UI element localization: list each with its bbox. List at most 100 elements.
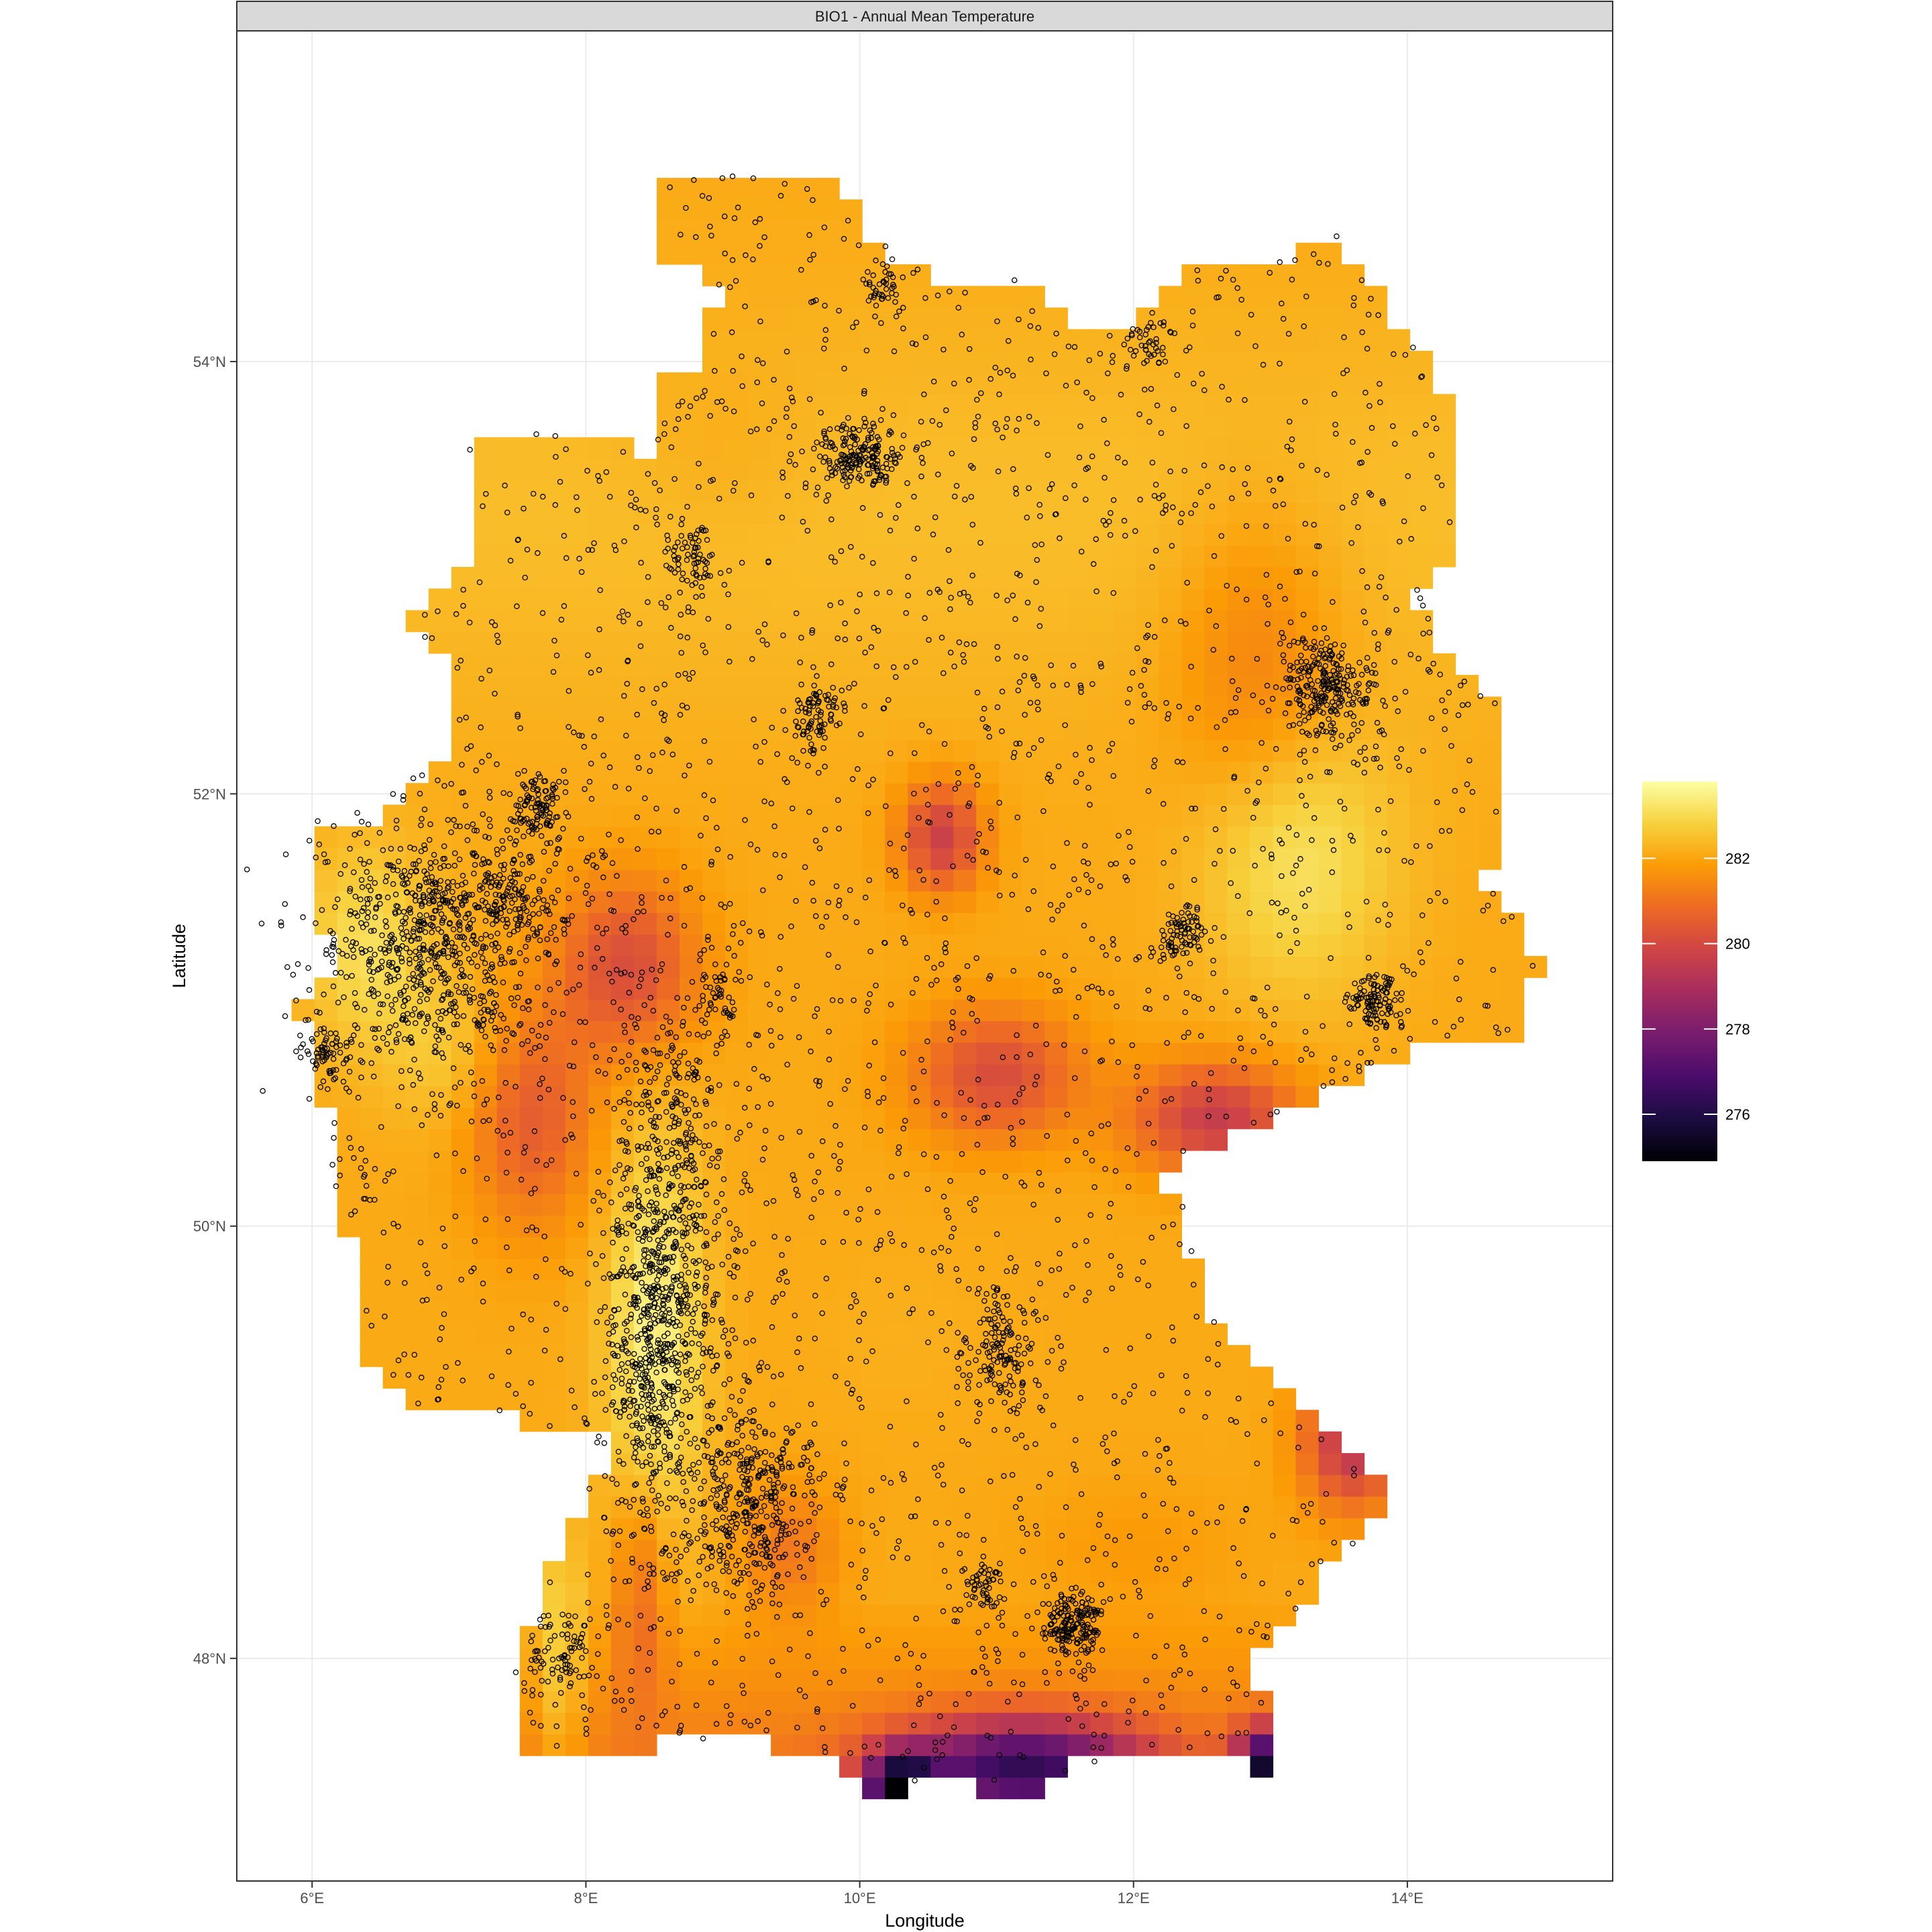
- raster-cell: [725, 1712, 749, 1735]
- raster-cell: [1273, 718, 1297, 741]
- raster-cell: [794, 1690, 817, 1713]
- raster-cell: [1022, 1453, 1045, 1475]
- raster-cell: [1159, 1431, 1182, 1454]
- raster-cell: [1364, 804, 1388, 827]
- raster-cell: [1044, 631, 1068, 654]
- raster-cell: [588, 675, 612, 697]
- raster-cell: [337, 977, 361, 1000]
- raster-cell: [862, 567, 885, 589]
- raster-cell: [725, 1669, 749, 1691]
- raster-cell: [816, 1733, 840, 1756]
- raster-cell: [702, 1323, 726, 1346]
- raster-cell: [885, 1431, 908, 1454]
- raster-cell: [1159, 1258, 1182, 1281]
- raster-cell: [474, 1107, 498, 1130]
- raster-cell: [999, 1280, 1022, 1303]
- raster-cell: [1295, 1582, 1320, 1605]
- raster-cell: [1159, 1215, 1182, 1238]
- raster-cell: [885, 891, 908, 914]
- raster-cell: [839, 1280, 863, 1303]
- raster-cell: [816, 1431, 840, 1454]
- raster-cell: [428, 1215, 452, 1238]
- raster-cell: [771, 221, 794, 244]
- raster-cell: [1409, 523, 1434, 546]
- raster-cell: [1273, 826, 1297, 849]
- raster-cell: [702, 1625, 726, 1648]
- raster-cell: [794, 1561, 817, 1583]
- raster-cell: [542, 1301, 566, 1324]
- raster-cell: [862, 1366, 885, 1389]
- raster-cell: [1295, 761, 1320, 784]
- raster-cell: [839, 1517, 863, 1540]
- raster-cell: [588, 912, 612, 935]
- raster-cell: [794, 912, 817, 935]
- raster-cell: [725, 437, 749, 460]
- raster-cell: [1136, 1280, 1159, 1303]
- raster-cell: [999, 1582, 1022, 1605]
- raster-cell: [496, 1366, 521, 1389]
- raster-cell: [633, 1042, 657, 1065]
- raster-cell: [908, 307, 931, 330]
- raster-cell: [771, 1712, 794, 1735]
- raster-cell: [428, 869, 452, 892]
- raster-cell: [1113, 1064, 1136, 1086]
- raster-cell: [1113, 394, 1136, 417]
- raster-cell: [1044, 458, 1068, 481]
- raster-cell: [1067, 804, 1091, 827]
- raster-cell: [1204, 826, 1228, 849]
- raster-cell: [1341, 783, 1365, 805]
- raster-cell: [862, 869, 885, 892]
- raster-cell: [1295, 264, 1320, 286]
- raster-cell: [885, 1215, 908, 1238]
- raster-cell: [633, 912, 657, 935]
- raster-cell: [976, 1712, 1000, 1735]
- raster-cell: [1318, 545, 1342, 568]
- raster-cell: [908, 1517, 931, 1540]
- raster-cell: [748, 394, 771, 417]
- raster-cell: [1159, 307, 1182, 330]
- raster-cell: [1227, 1648, 1251, 1670]
- raster-cell: [771, 912, 794, 935]
- raster-cell: [1181, 718, 1205, 741]
- raster-cell: [1341, 264, 1365, 286]
- raster-cell: [1318, 826, 1342, 849]
- raster-cell: [976, 1453, 1000, 1475]
- raster-cell: [725, 1323, 749, 1346]
- raster-cell: [360, 1020, 384, 1043]
- raster-cell: [1090, 1085, 1114, 1108]
- raster-cell: [337, 912, 361, 935]
- raster-cell: [976, 1474, 1000, 1497]
- raster-cell: [1364, 350, 1388, 373]
- raster-cell: [748, 523, 771, 546]
- raster-cell: [1181, 1453, 1205, 1475]
- raster-cell: [1409, 610, 1434, 633]
- raster-cell: [908, 502, 931, 525]
- raster-cell: [474, 610, 498, 633]
- raster-cell: [1022, 1625, 1045, 1648]
- raster-cell: [702, 1690, 726, 1713]
- raster-cell: [680, 1539, 703, 1562]
- raster-cell: [1022, 1215, 1045, 1238]
- raster-cell: [428, 631, 452, 654]
- raster-cell: [1250, 1474, 1274, 1497]
- raster-cell: [496, 1215, 521, 1238]
- raster-cell: [885, 1756, 908, 1778]
- raster-cell: [1295, 1042, 1320, 1065]
- raster-cell: [725, 1345, 749, 1367]
- raster-cell: [314, 999, 338, 1022]
- raster-cell: [428, 783, 452, 805]
- raster-cell: [862, 1669, 885, 1691]
- raster-cell: [565, 869, 589, 892]
- raster-cell: [702, 912, 726, 935]
- raster-cell: [565, 653, 589, 676]
- raster-cell: [1204, 783, 1228, 805]
- raster-cell: [794, 1085, 817, 1108]
- raster-cell: [451, 1280, 475, 1303]
- raster-cell: [930, 1474, 954, 1497]
- raster-cell: [1113, 588, 1136, 611]
- raster-cell: [1204, 675, 1228, 697]
- raster-cell: [657, 696, 680, 719]
- raster-cell: [771, 696, 794, 719]
- raster-cell: [565, 999, 589, 1022]
- raster-cell: [1159, 1453, 1182, 1475]
